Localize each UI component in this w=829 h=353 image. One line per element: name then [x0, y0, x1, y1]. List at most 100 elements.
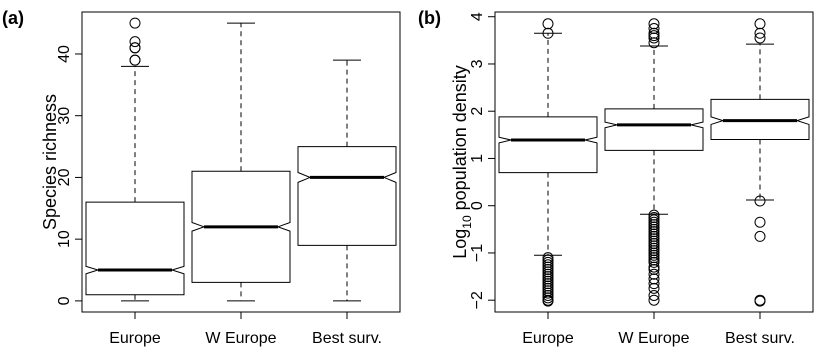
- x-axis: Europe W Europe Best surv.: [109, 312, 382, 347]
- outlier-point: [648, 233, 660, 245]
- outlier-point: [648, 23, 660, 35]
- outlier-point: [648, 216, 660, 228]
- x-tick-label: W Europe: [618, 330, 689, 347]
- outlier-point: [648, 27, 660, 39]
- box-w-europe: [191, 22, 291, 302]
- y-tick-label: −2: [469, 291, 486, 309]
- outlier-point: [754, 18, 766, 30]
- outlier-point: [542, 263, 554, 275]
- outlier-point: [542, 271, 554, 283]
- panel-label: (b): [418, 8, 441, 28]
- outlier-point: [129, 54, 141, 66]
- outlier-point: [542, 268, 554, 280]
- outlier-point: [542, 289, 554, 301]
- outlier-point: [754, 27, 766, 39]
- outlier-point: [542, 18, 554, 30]
- outlier-point: [129, 36, 141, 48]
- y-axis-label: Log10 population density: [450, 65, 474, 259]
- box-europe: [85, 17, 185, 302]
- panel-a: (a) Species richness 0 10 20 30 40 Europe W E…: [2, 8, 401, 347]
- outlier-point: [648, 221, 660, 233]
- box-body: [85, 201, 185, 296]
- y-tick-label: 20: [56, 168, 73, 186]
- outlier-point: [542, 27, 554, 39]
- y-tick-label: 10: [56, 230, 73, 248]
- outlier-point: [542, 252, 554, 264]
- outlier-point: [754, 230, 766, 242]
- outlier-point: [648, 268, 660, 280]
- y-tick-label: 2: [469, 107, 486, 116]
- y-tick-label: 30: [56, 107, 73, 125]
- x-tick-label: W Europe: [205, 330, 276, 347]
- outlier-point: [754, 294, 766, 306]
- outlier-point: [648, 37, 660, 49]
- outlier-point: [542, 254, 554, 266]
- outlier-point: [648, 226, 660, 238]
- y-tick-label: 3: [469, 59, 486, 68]
- outlier-point: [648, 294, 660, 306]
- y-tick-label: 0: [469, 201, 486, 210]
- outlier-point: [648, 249, 660, 261]
- outlier-point: [648, 230, 660, 242]
- outlier-point: [754, 295, 766, 307]
- y-tick-label: 1: [469, 154, 486, 163]
- outlier-point: [648, 30, 660, 42]
- x-tick-label: Best surv.: [312, 330, 382, 347]
- y-tick-label: −1: [469, 244, 486, 262]
- outlier-point: [542, 287, 554, 299]
- x-tick-label: Europe: [522, 330, 574, 347]
- box-body: [498, 116, 598, 174]
- outlier-point: [648, 18, 660, 30]
- box-europe: [498, 18, 598, 307]
- outlier-point: [648, 235, 660, 247]
- y-axis: 0 10 20 30 40: [56, 45, 82, 305]
- outlier-point: [754, 32, 766, 44]
- outlier-point: [754, 195, 766, 207]
- outlier-point: [648, 252, 660, 264]
- box-body: [297, 146, 397, 246]
- outlier-point: [129, 17, 141, 29]
- y-tick-label: 40: [56, 45, 73, 63]
- outlier-point: [542, 273, 554, 285]
- x-tick-label: Best surv.: [725, 330, 795, 347]
- outlier-point: [648, 247, 660, 259]
- y-axis-label-main: Log: [450, 229, 470, 259]
- x-tick-label: Europe: [109, 330, 161, 347]
- outlier-point: [648, 209, 660, 221]
- outlier-point: [648, 289, 660, 301]
- outlier-point: [542, 259, 554, 271]
- outlier-point: [129, 42, 141, 54]
- outlier-point: [648, 245, 660, 257]
- outlier-point: [648, 214, 660, 226]
- y-axis-label-rest: population density: [450, 65, 470, 215]
- outlier-point: [648, 223, 660, 235]
- outlier-point: [648, 242, 660, 254]
- outlier-point: [648, 254, 660, 266]
- outlier-point: [754, 216, 766, 228]
- outlier-point: [542, 280, 554, 292]
- outlier-point: [542, 261, 554, 273]
- outlier-point: [648, 273, 660, 285]
- outlier-point: [542, 282, 554, 294]
- outlier-point: [542, 266, 554, 278]
- outlier-point: [648, 228, 660, 240]
- panel-b: (b) Log10 population density −2 −1 0 1 2 3 4 E…: [418, 8, 814, 347]
- outlier-point: [542, 295, 554, 307]
- y-axis-label: Species richness: [40, 94, 60, 230]
- y-axis: −2 −1 0 1 2 3 4: [469, 12, 495, 309]
- outlier-point: [542, 256, 554, 268]
- outlier-point: [648, 278, 660, 290]
- outlier-point: [648, 240, 660, 252]
- outlier-point: [648, 32, 660, 44]
- outlier-point: [648, 263, 660, 275]
- outlier-point: [648, 237, 660, 249]
- outlier-point: [542, 275, 554, 287]
- outlier-point: [542, 278, 554, 290]
- y-axis-label-subscript: 10: [460, 215, 474, 229]
- outlier-point: [648, 256, 660, 268]
- panel-label: (a): [2, 8, 24, 28]
- outlier-point: [542, 292, 554, 304]
- y-tick-label: 0: [56, 296, 73, 305]
- box-best-surv: [710, 18, 810, 307]
